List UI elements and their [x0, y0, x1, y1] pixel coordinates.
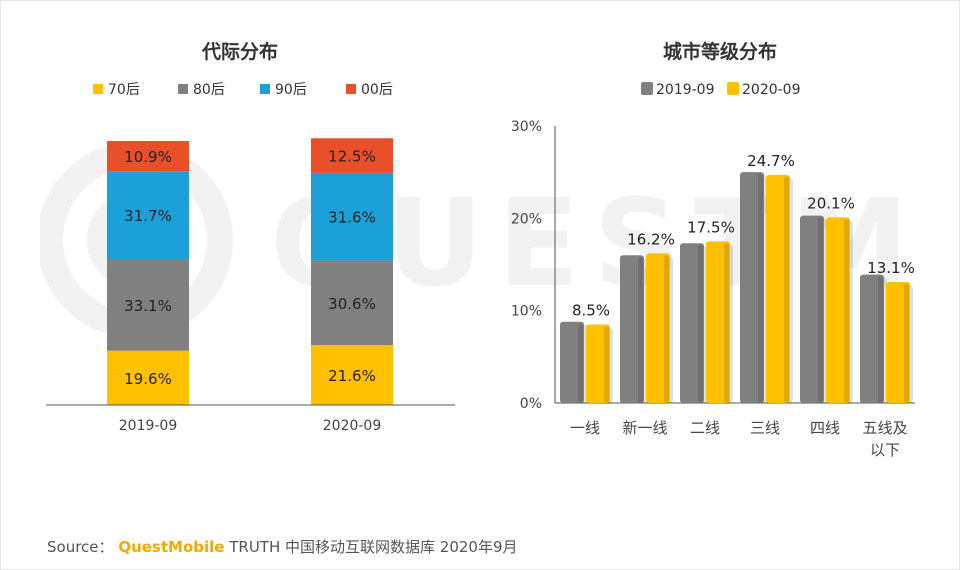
data-label-90--1: 31.6% — [328, 209, 376, 227]
data-label-2020-09-5: 13.1% — [867, 259, 915, 277]
bar-edge-2019-09-1 — [638, 257, 643, 403]
y-tick-label-2: 20% — [511, 211, 542, 227]
data-label-2020-09-1: 16.2% — [627, 230, 675, 248]
legend-swatch-90- — [260, 84, 270, 94]
legend-label-2019-09: 2019-09 — [656, 82, 715, 98]
stack-segment-80--0 — [107, 259, 189, 351]
x-tick-label-4-0: 四线 — [810, 419, 840, 437]
bar-edge-2020-09-1 — [664, 255, 669, 403]
stack-segment-90--0 — [107, 171, 189, 260]
legend-swatch-70- — [93, 84, 103, 94]
generation-chart: 代际分布 70后 80后 90后 00后 19.6% 33.1% 31.7% 10.9% 21… — [46, 40, 455, 434]
data-label-2020-09-4: 20.1% — [807, 194, 855, 212]
y-tick-label-1: 10% — [511, 304, 542, 320]
bar-edge-2019-09-0 — [578, 323, 583, 403]
city-tier-legend: 2019-09 2020-09 — [641, 82, 801, 98]
legend-swatch-00- — [346, 84, 356, 94]
generation-chart-title: 代际分布 — [201, 40, 278, 63]
x-tick-label-0: 2019-09 — [119, 418, 178, 434]
bar-edge-2020-09-3 — [784, 176, 789, 403]
data-label-80--0: 33.1% — [124, 297, 172, 315]
source-prefix: Source： — [47, 538, 114, 556]
y-tick-label-0: 0% — [520, 396, 542, 412]
bar-edge-2019-09-4 — [818, 217, 823, 403]
legend-swatch-80- — [178, 84, 188, 94]
stack-segment-70--1 — [311, 345, 393, 405]
data-label-2020-09-3: 24.7% — [747, 152, 795, 170]
legend-label-90-: 90后 — [275, 82, 307, 98]
data-label-00--0: 10.9% — [124, 148, 172, 166]
bar-edge-2020-09-5 — [904, 284, 909, 403]
bar-edge-2019-09-2 — [698, 245, 703, 403]
bar-edge-2019-09-5 — [878, 276, 883, 403]
source-brand: QuestMobile — [118, 538, 225, 556]
legend-swatch-2020-09 — [727, 82, 739, 95]
y-tick-label-3: 30% — [511, 119, 542, 135]
legend-label-80-: 80后 — [193, 82, 225, 98]
data-label-2020-09-0: 8.5% — [572, 302, 610, 320]
stack-segment-80--1 — [311, 260, 393, 346]
x-tick-label-1-0: 新一线 — [622, 419, 667, 437]
data-label-90--0: 31.7% — [124, 207, 172, 225]
stack-segment-70--0 — [107, 350, 189, 405]
source-rest: TRUTH 中国移动互联网数据库 2020年9月 — [229, 538, 518, 556]
bar-edge-2020-09-4 — [844, 219, 849, 403]
bar-edge-2020-09-2 — [724, 243, 729, 403]
bar-edge-2019-09-3 — [758, 174, 763, 403]
data-label-70--1: 21.6% — [328, 367, 376, 385]
city-tier-chart-title: 城市等级分布 — [663, 40, 777, 63]
x-tick-label-1: 2020-09 — [323, 418, 382, 434]
stack-segment-90--1 — [311, 172, 393, 261]
x-tick-label-5-1: 以下 — [870, 441, 900, 459]
data-label-00--1: 12.5% — [328, 148, 376, 166]
legend-label-2020-09: 2020-09 — [742, 82, 801, 98]
source-note: Source： QuestMobile TRUTH 中国移动互联网数据库 202… — [47, 536, 518, 557]
stack-segment-00--0 — [107, 141, 189, 172]
x-tick-label-0-0: 一线 — [570, 419, 600, 437]
x-tick-label-3-0: 三线 — [750, 419, 780, 437]
x-tick-label-2-0: 二线 — [690, 419, 720, 437]
data-label-2020-09-2: 17.5% — [687, 218, 735, 236]
generation-bars: 19.6% 33.1% 31.7% 10.9% 21.6% 30.6% 31.6% 12.5% — [107, 138, 393, 405]
legend-swatch-2019-09 — [641, 82, 653, 95]
generation-legend: 70后 80后 90后 00后 — [93, 82, 393, 98]
data-label-70--0: 19.6% — [124, 370, 172, 388]
city-tier-y-ticks: 0% 10% 20% 30% — [511, 119, 542, 412]
legend-label-70-: 70后 — [108, 82, 140, 98]
bar-edge-2020-09-0 — [604, 326, 609, 403]
stack-segment-00--1 — [311, 138, 393, 173]
city-tier-chart: 城市等级分布 2019-09 2020-09 0% 10% 20% 30% 8.5% 16… — [511, 40, 915, 459]
legend-label-00-: 00后 — [361, 82, 393, 98]
city-tier-bars: 8.5% 16.2% 17.5% 24.7% 20.1% 13.1% — [560, 152, 915, 403]
data-label-80--1: 30.6% — [328, 295, 376, 313]
generation-x-labels: 2019-09 2020-09 — [119, 418, 382, 434]
x-tick-label-5-0: 五线及 — [862, 419, 907, 437]
